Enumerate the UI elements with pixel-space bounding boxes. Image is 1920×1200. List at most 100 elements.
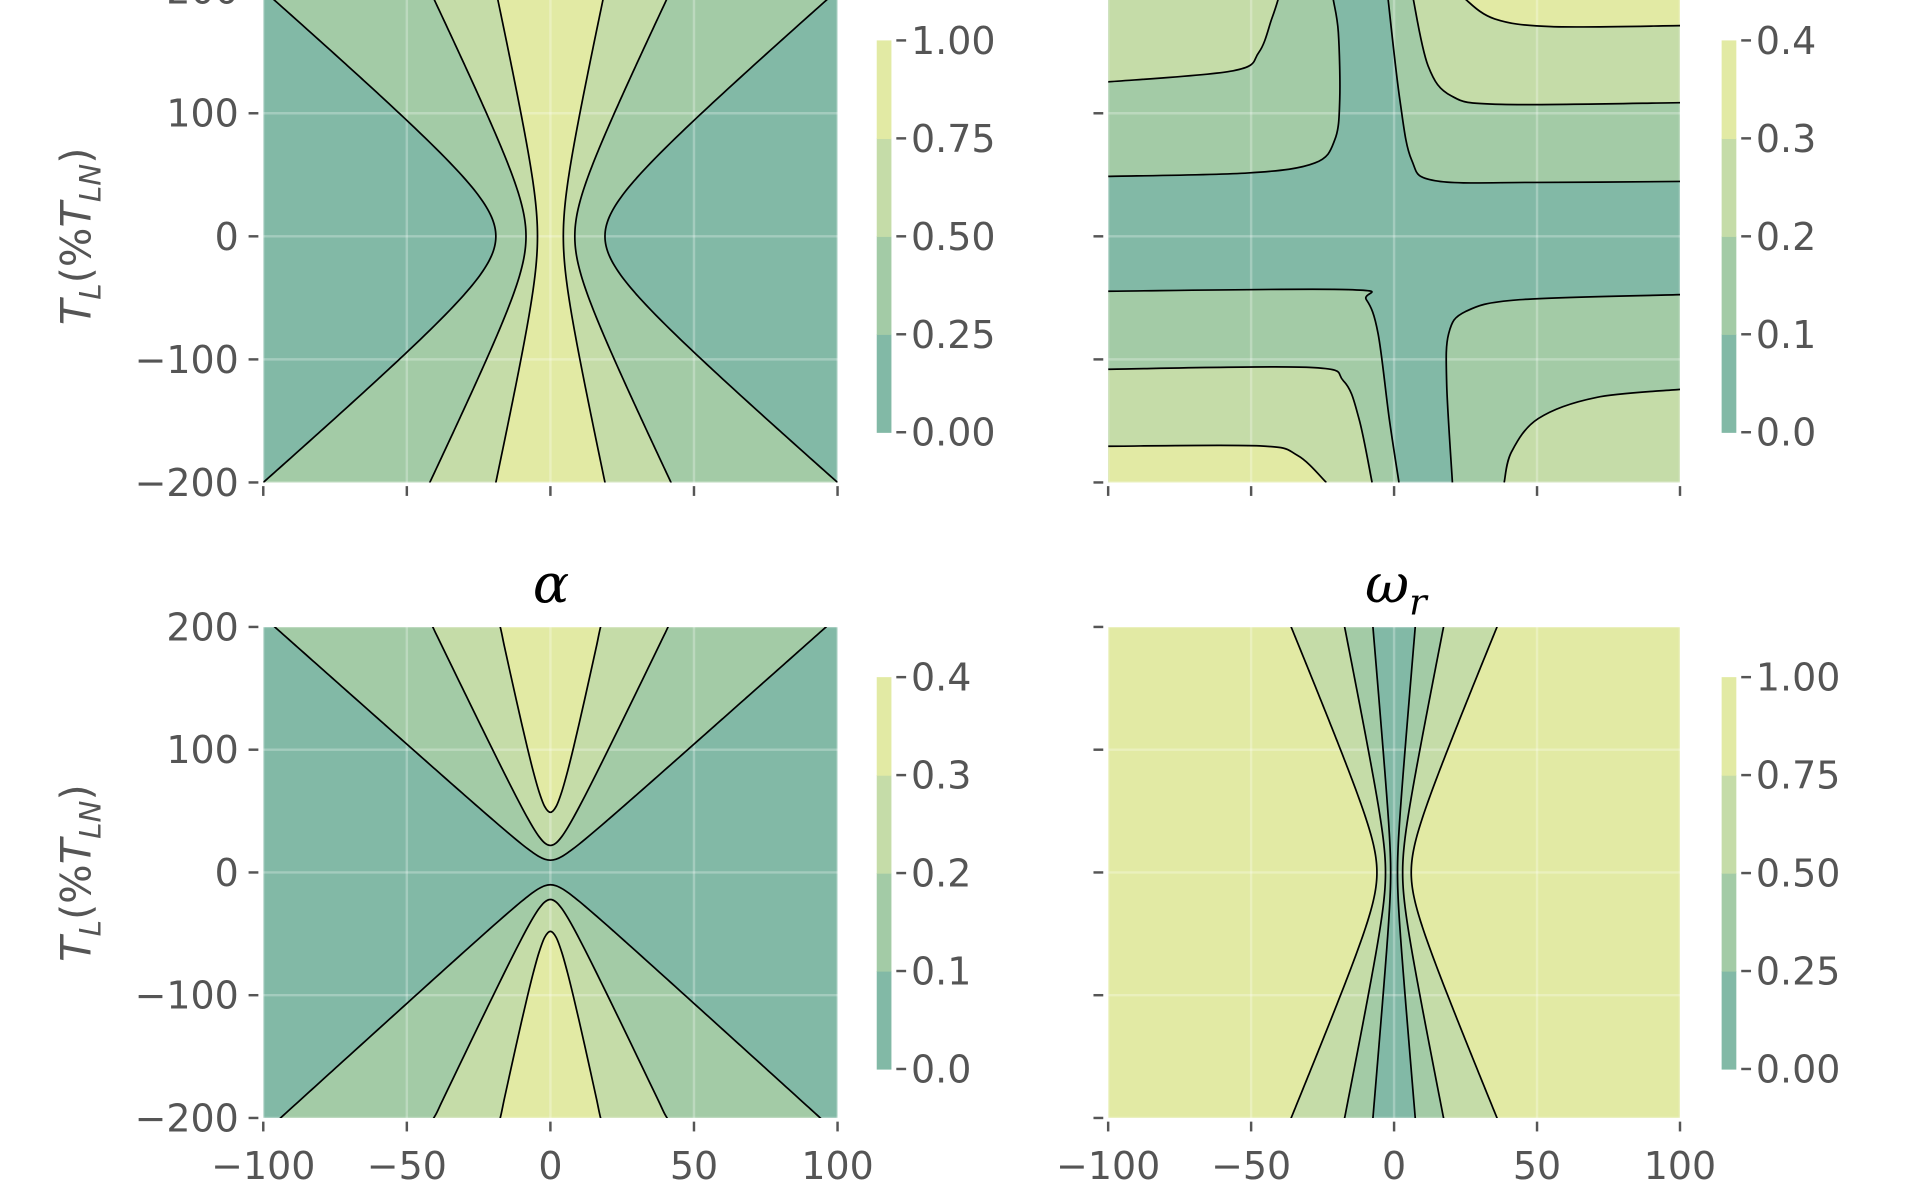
colorbar-tick-label: 0.3 [911, 754, 971, 798]
contour-line-0.5 [1343, 626, 1387, 1118]
contour-line-0.1 [279, 883, 822, 1118]
colorbar-tick-label: 0.1 [1756, 313, 1816, 357]
y-tick-label: 200 [166, 605, 238, 649]
colorbar-tick-label: 0.4 [911, 656, 971, 700]
contour-line-0.25 [1396, 626, 1417, 1118]
colorbar-band [876, 334, 892, 433]
contour-line-0.3 [499, 626, 602, 814]
colorbar-band [1721, 138, 1737, 237]
colorbar-tick-label: 1.00 [1756, 656, 1840, 700]
contour-line-0.75 [1410, 626, 1498, 1118]
contour-line-0.2 [432, 898, 669, 1118]
panel-bottom-right: −100 −50 0 50 100 0.00 0.25 0.50 0.75 1.00 [1056, 625, 1840, 1188]
contour-fill-0.3 [500, 626, 601, 813]
y-tick-label: −100 [135, 338, 239, 382]
y-tick-label: −200 [135, 461, 239, 505]
x-tick-label: 50 [1513, 1144, 1561, 1188]
panel-top-right: 0.0 0.1 0.2 0.3 0.4 [1093, 0, 1816, 496]
colorbar-tick-label: 1.00 [911, 19, 995, 63]
colorbar-top-left: 0.00 0.25 0.50 0.75 1.00 [876, 19, 996, 455]
colorbar-tick-label: 0.3 [1756, 117, 1816, 161]
contour-line-0.25 [263, 0, 497, 483]
colorbar-tick-label: 0.00 [1756, 1047, 1840, 1091]
plot-area [1108, 0, 1680, 483]
colorbar-band [876, 677, 892, 776]
colorbar-band [1721, 775, 1737, 874]
contour-line-0.1 [1108, 288, 1400, 483]
x-tick-label: 0 [538, 1144, 562, 1188]
y-tick-label: 0 [215, 215, 239, 259]
contour-line-0.2 [1412, 0, 1680, 106]
colorbar-tick-label: 0.75 [1756, 754, 1840, 798]
colorbar-tick-label: 0.4 [1756, 19, 1816, 63]
x-tick-label: −50 [367, 1144, 447, 1188]
colorbar-bottom-left: 0.0 0.1 0.2 0.3 0.4 [876, 656, 971, 1091]
colorbar-band [1721, 971, 1737, 1070]
colorbar-top-right: 0.0 0.1 0.2 0.3 0.4 [1721, 19, 1816, 455]
colorbar-tick-label: 0.50 [1756, 852, 1840, 896]
colorbar-band [876, 873, 892, 972]
x-tick-label: 100 [801, 1144, 873, 1188]
colorbar-tick-label: 0.1 [911, 949, 971, 993]
colorbar-band [876, 40, 892, 139]
y-tick-label: 0 [215, 851, 239, 895]
x-tick-label: −100 [1056, 1144, 1160, 1188]
contour-line-0.1 [1387, 0, 1680, 184]
colorbar-tick-label: 0.0 [911, 1047, 971, 1091]
contour-fill-0.3 [500, 931, 601, 1118]
colorbar-tick-label: 0.75 [911, 117, 995, 161]
panel-title-alpha: α [533, 552, 569, 615]
colorbar-bottom-right: 0.00 0.25 0.50 0.75 1.00 [1721, 656, 1840, 1091]
contour-line-0.2 [1503, 388, 1680, 483]
x-tick-label: −50 [1211, 1144, 1291, 1188]
colorbar-band [1721, 40, 1737, 139]
colorbar-band [876, 138, 892, 237]
colorbar-tick-label: 0.50 [911, 215, 995, 259]
contour-line-0.1 [1445, 293, 1680, 483]
colorbar-band [876, 236, 892, 335]
plot-area [263, 0, 838, 483]
colorbar-tick-label: 0.25 [911, 313, 995, 357]
contour-line-0.2 [1108, 365, 1373, 483]
contour-line-0.3 [499, 930, 602, 1118]
y-axis-label-top: TL(%TLN) [52, 148, 108, 326]
contour-fill-0.3-upper-right [1466, 0, 1680, 27]
contour-line-0.25 [604, 0, 838, 483]
contour-fill-0.2-upper-left [1108, 0, 1278, 82]
x-tick-label: 0 [1382, 1144, 1406, 1188]
contour-line-0.5 [428, 0, 527, 483]
y-tick-label: 100 [166, 728, 238, 772]
contour-line-0.5 [573, 0, 672, 483]
plot-area [263, 626, 838, 1118]
contour-line-0.3 [1108, 444, 1327, 483]
plot-area [1108, 626, 1680, 1118]
contour-line-0.75 [494, 0, 539, 483]
colorbar-tick-label: 0.00 [911, 411, 995, 455]
contour-fill-0.3-lower-left [1108, 445, 1327, 483]
panel-top-left: −200 −100 0 100 200 0.00 0.25 0.50 0.75 1.00 [135, 0, 996, 505]
y-tick-label: 100 [166, 92, 238, 136]
contour-line-0.75 [1290, 626, 1378, 1118]
contour-line-0.2 [1108, 0, 1279, 83]
colorbar-band [876, 775, 892, 874]
x-tick-label: 50 [670, 1144, 718, 1188]
x-tick-label: −100 [211, 1144, 315, 1188]
colorbar-band [1721, 334, 1737, 433]
y-tick-label: −200 [135, 1096, 239, 1140]
colorbar-tick-label: 0.0 [1756, 411, 1816, 455]
colorbar-band [876, 971, 892, 1070]
contour-line-0.25 [1372, 626, 1392, 1118]
colorbar-tick-label: 0.25 [1756, 949, 1840, 993]
colorbar-band [1721, 236, 1737, 335]
contour-line-0.1 [1108, 0, 1341, 178]
contour-line-0.3 [1465, 0, 1680, 28]
x-tick-label: 100 [1644, 1144, 1716, 1188]
y-tick-label: −100 [135, 974, 239, 1018]
contour-line-0.2 [431, 626, 669, 847]
colorbar-tick-label: 0.2 [1756, 215, 1816, 259]
colorbar-band [1721, 873, 1737, 972]
colorbar-tick-label: 0.2 [911, 852, 971, 896]
contour-line-0.75 [562, 0, 606, 483]
